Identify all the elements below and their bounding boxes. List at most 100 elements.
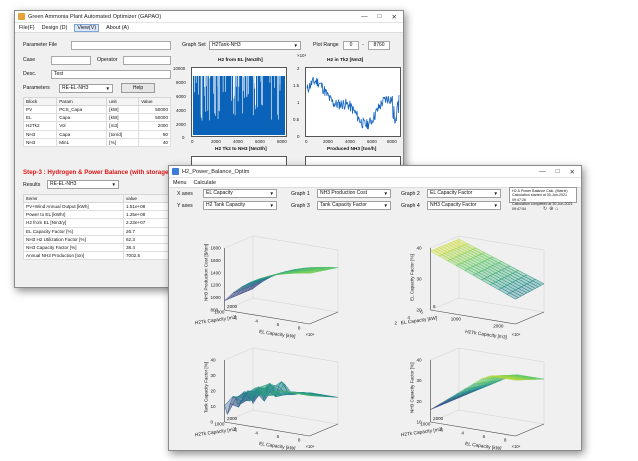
table-row[interactable]: H2 from EL [Nm3/y] 2.23e+07 <box>23 218 171 228</box>
col-value: Value <box>138 97 171 106</box>
surface-xtick: 4 <box>255 318 258 323</box>
surface-ztick: 40 <box>417 358 423 363</box>
graph2-dropdown[interactable]: EL Capacity Factor ▼ <box>427 189 501 198</box>
plot-range-to[interactable]: 8760 <box>368 41 390 50</box>
x-axes-dropdown[interactable]: EL Capacity ▼ <box>203 189 277 198</box>
table-row[interactable]: NH3 H2 Utilization Factor [%] 62.3 <box>23 234 171 244</box>
desc-label: Desc. <box>23 71 37 77</box>
table-row[interactable]: EL Capacity Factor [%] 26.7 <box>23 226 171 236</box>
plot-range-from[interactable]: 0 <box>343 41 359 50</box>
graph1-dropdown[interactable]: NH3 Production Cost ▼ <box>317 189 391 198</box>
plot1-ytick: 8000 <box>176 80 186 85</box>
surface-xlabel: EL Capacity [kW] <box>259 329 296 340</box>
zoom-icon[interactable]: ⊕ <box>549 206 556 212</box>
step3-title: Step-3 : Hydrogen & Power Balance (with … <box>23 169 171 176</box>
surface-ztick: 30 <box>417 277 423 282</box>
maximize-icon[interactable]: □ <box>555 167 560 175</box>
surface-xtick: 1000 <box>451 317 462 322</box>
home-icon[interactable]: ⌂ <box>555 206 561 212</box>
menu-design[interactable]: Design (D) <box>41 24 68 31</box>
menu-about[interactable]: About (A) <box>106 24 129 31</box>
desc-field[interactable]: Test <box>51 70 171 79</box>
app-icon <box>18 13 25 20</box>
surface-zlabel: NH3 Capacity Factor [%] <box>410 362 415 413</box>
table-row[interactable]: H2Tk2 Vol [m3] 2000 <box>22 121 171 131</box>
surface-xlabel: EL Capacity [kW] <box>259 441 296 450</box>
results-table: Items value PV+Wind Annual Output [kWh] 1… <box>23 194 171 261</box>
surface-xtick: 2000 <box>493 324 504 329</box>
surface-ztick: 1400 <box>211 270 222 275</box>
graph3-label: Graph 3 <box>291 203 310 209</box>
surface-exponent: ×10⁴ <box>306 332 315 337</box>
col-block: Block <box>22 97 58 106</box>
surface-box-line <box>430 347 460 361</box>
menu-file[interactable]: File(F) <box>19 24 35 31</box>
close-icon[interactable]: ✕ <box>391 13 397 21</box>
gapao-menubar: File(F) Design (D) View(V) About (A) <box>15 23 403 33</box>
surface-box-line <box>458 297 545 313</box>
chevron-down-icon: ▼ <box>493 191 498 196</box>
surface-box-line <box>252 235 339 251</box>
table-row[interactable]: Power to EL [kWhr] 1.25e+08 <box>23 210 171 220</box>
y-axes-dropdown[interactable]: H2 Tank Capacity ▼ <box>203 201 277 210</box>
chevron-down-icon: ▼ <box>105 86 110 91</box>
plot1-ytick: 0 <box>182 135 185 140</box>
surface-ytick: 2000 <box>227 304 238 309</box>
help-button[interactable]: Help <box>121 83 155 93</box>
col-items: Items <box>23 194 124 203</box>
graph3-dropdown[interactable]: Tank Capacity Factor ▼ <box>317 201 391 210</box>
plot2-area[interactable] <box>305 67 401 137</box>
minimize-icon[interactable]: — <box>361 12 368 20</box>
table-row[interactable]: EL Capa [kW] 50000 <box>22 113 171 123</box>
maximize-icon[interactable]: □ <box>377 12 382 20</box>
case-field[interactable] <box>51 56 91 65</box>
parameter-table: Block Param unit Value PV PCS_Capa [kW] 500… <box>22 97 171 147</box>
parameter-file-field[interactable] <box>71 41 171 50</box>
surface-ztick: 0 <box>211 420 214 425</box>
plot2-xtick: 8000 <box>387 139 397 144</box>
rotate-icon[interactable]: ↻ <box>543 206 550 212</box>
table-row[interactable]: Annual NH3 Production [ton] 7002.5 <box>23 251 171 261</box>
table-row[interactable]: NH3 MinL [%] 40 <box>22 137 171 147</box>
surface-xtick: 2 <box>234 315 237 320</box>
table-row[interactable]: NH3 Capacity Factor [%] 38.4 <box>23 242 171 253</box>
surface-box-line <box>252 409 339 425</box>
graph4-dropdown[interactable]: NH3 Capacity Factor ▼ <box>427 201 501 210</box>
surface-exponent: ×10⁴ <box>512 444 521 449</box>
surface-xtick: 8 <box>298 437 301 442</box>
table-row[interactable]: PV+Wind Annual Output [kWh] 1.51e+08 <box>23 201 171 212</box>
plot-toolbar[interactable]: ↻⊕⌂ <box>543 206 560 212</box>
chevron-down-icon: ▼ <box>383 203 388 208</box>
surface-ztick: 20 <box>417 399 423 404</box>
close-icon[interactable]: ✕ <box>569 168 575 176</box>
surface-ytick: 1000 <box>214 422 225 427</box>
plot1-xtick: 4000 <box>233 139 243 144</box>
table-row[interactable]: NH3 Capa [ton/d] 50 <box>22 129 171 139</box>
chevron-down-icon: ▼ <box>493 203 498 208</box>
menu-menu[interactable]: Menu <box>173 179 187 186</box>
parameters-dropdown[interactable]: RE-EL-NH3 ▼ <box>59 84 113 93</box>
menu-view[interactable]: View(V) <box>74 23 100 32</box>
surface-box-line <box>224 409 254 423</box>
operator-field[interactable] <box>123 56 171 65</box>
x-axes-label: X axes <box>177 191 193 197</box>
chevron-down-icon: ▼ <box>293 43 298 48</box>
surface-cell <box>506 378 519 381</box>
surface-ytick: 6 <box>420 310 423 315</box>
surface-ytick: 4 <box>407 315 410 320</box>
plot2-ytick: 0 <box>297 134 300 139</box>
plot1-xtick: 0 <box>191 139 194 144</box>
parameters-label: Parameters <box>23 85 50 91</box>
graph2-value: EL Capacity Factor <box>430 190 473 196</box>
minimize-icon[interactable]: — <box>539 167 546 175</box>
results-dropdown[interactable]: RE-EL-NH3 ▼ <box>47 180 119 189</box>
info-line: Calculation started at 30-Jun-2021 09:47… <box>512 193 567 202</box>
surface-axis-line <box>224 309 310 325</box>
graph-set-dropdown[interactable]: H2Tank-NH3 ▼ <box>209 41 301 50</box>
plot1-area[interactable] <box>191 67 287 137</box>
surface-ytick: 2000 <box>433 416 444 421</box>
table-row[interactable]: PV PCS_Capa [kW] 50000 <box>22 104 171 115</box>
menu-calculate[interactable]: Calculate <box>193 179 216 186</box>
plot1-ytick: 10000 <box>173 66 186 71</box>
